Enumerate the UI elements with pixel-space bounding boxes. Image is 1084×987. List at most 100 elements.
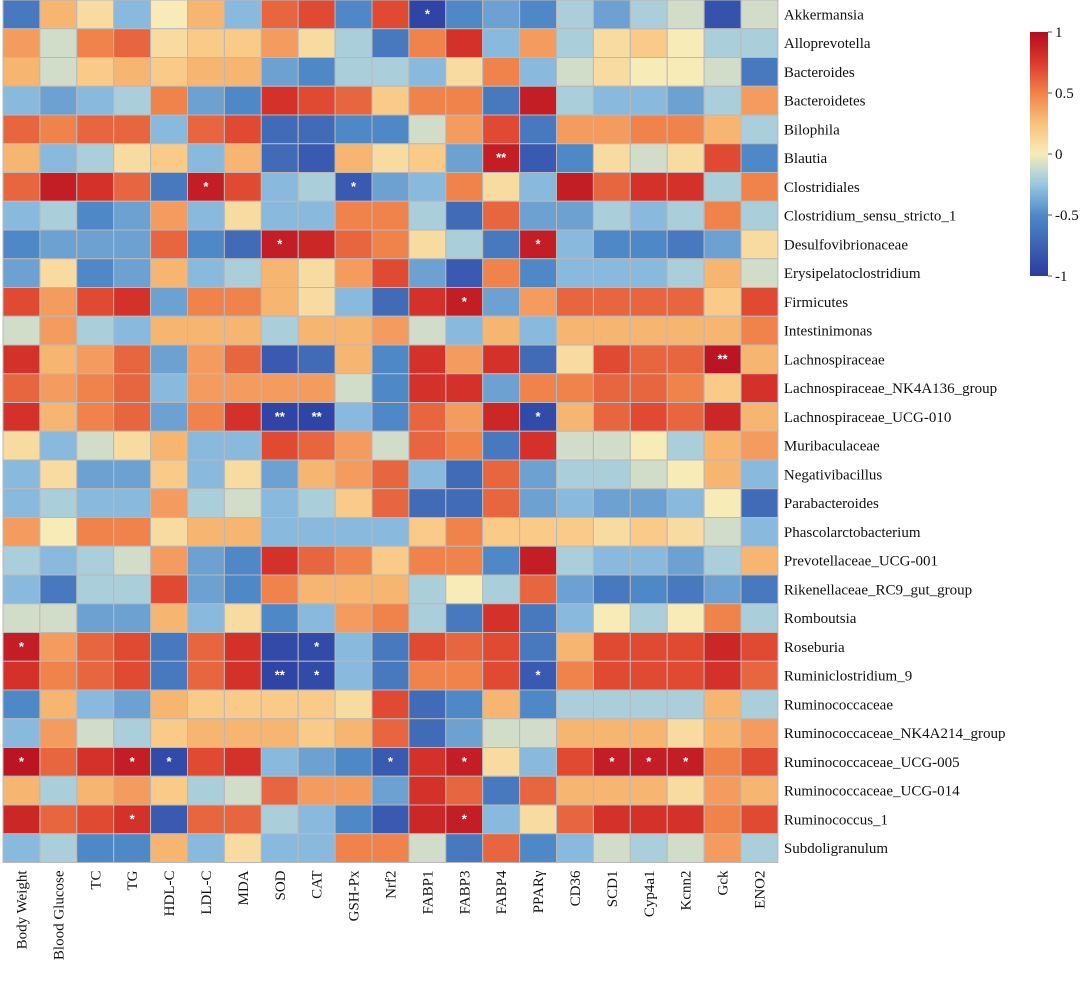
heatmap-cell xyxy=(2,804,41,835)
heatmap-cell xyxy=(187,718,225,748)
heatmap-cell xyxy=(113,718,152,748)
row-label: Ruminococcus_1 xyxy=(784,812,888,828)
heatmap-cell xyxy=(297,632,336,662)
significance-marker: ** xyxy=(275,409,286,424)
significance-marker: * xyxy=(19,639,25,654)
heatmap-cell xyxy=(150,517,189,547)
heatmap-cell xyxy=(334,430,373,461)
heatmap-cell xyxy=(556,517,594,547)
heatmap-cell xyxy=(556,172,594,202)
significance-marker: * xyxy=(425,6,431,21)
heatmap-cell xyxy=(2,632,41,662)
heatmap-cell xyxy=(113,258,152,288)
heatmap-cell xyxy=(260,344,299,375)
heatmap-cell xyxy=(556,603,594,633)
heatmap-cell xyxy=(39,57,78,87)
heatmap-cell xyxy=(334,57,373,87)
heatmap-cell xyxy=(334,775,373,806)
heatmap-cell xyxy=(297,747,336,777)
heatmap-cell xyxy=(187,315,225,346)
heatmap-cell xyxy=(408,574,447,605)
heatmap-cell xyxy=(187,373,225,403)
heatmap-cell xyxy=(445,287,484,317)
heatmap-cell xyxy=(113,0,152,30)
heatmap-cell xyxy=(666,0,705,30)
heatmap-cell xyxy=(76,747,115,777)
heatmap-cell xyxy=(666,603,705,633)
significance-marker: * xyxy=(462,754,468,769)
significance-marker: * xyxy=(351,179,357,194)
heatmap-cell xyxy=(223,603,262,633)
heatmap-cell xyxy=(519,775,557,806)
legend-tick-label: 1 xyxy=(1055,25,1063,41)
heatmap-cell xyxy=(187,603,225,633)
column-label: GSH-Px xyxy=(347,870,363,921)
heatmap-cell xyxy=(592,344,631,375)
row-label: Blautia xyxy=(784,151,828,167)
heatmap-cell xyxy=(39,315,78,346)
heatmap-cell xyxy=(334,28,373,58)
row-label: Clostridiales xyxy=(784,180,860,196)
heatmap-cell xyxy=(371,718,410,748)
row-label: Ruminococcaceae_NK4A214_group xyxy=(784,726,1006,742)
heatmap-cell xyxy=(297,315,336,346)
heatmap-cell xyxy=(39,804,78,835)
heatmap-cell xyxy=(260,632,299,662)
heatmap-cell xyxy=(445,200,484,231)
heatmap-cell xyxy=(187,0,225,30)
heatmap-cell xyxy=(703,200,742,231)
heatmap-cell xyxy=(703,373,742,403)
heatmap-cell xyxy=(629,574,668,605)
heatmap-cell xyxy=(740,747,779,777)
heatmap-cell xyxy=(334,344,373,375)
heatmap-cell xyxy=(334,660,373,691)
heatmap-cell xyxy=(482,402,521,432)
heatmap-cell xyxy=(740,315,779,346)
heatmap-cell xyxy=(482,804,521,835)
heatmap-cell xyxy=(556,85,594,116)
heatmap-cell xyxy=(629,833,668,863)
heatmap-cell xyxy=(740,775,779,806)
heatmap-cell xyxy=(113,430,152,461)
heatmap-cell xyxy=(76,200,115,231)
row-label: Ruminococcaceae xyxy=(784,697,893,713)
heatmap-cell xyxy=(666,315,705,346)
significance-marker: ** xyxy=(717,351,728,366)
heatmap-cell xyxy=(408,373,447,403)
heatmap-cell xyxy=(740,85,779,116)
heatmap-cell xyxy=(519,689,557,720)
heatmap-cell xyxy=(260,85,299,116)
heatmap-cell xyxy=(187,287,225,317)
heatmap-cell xyxy=(334,315,373,346)
heatmap-cell xyxy=(223,775,262,806)
heatmap-cell xyxy=(150,344,189,375)
heatmap-cell xyxy=(519,258,557,288)
heatmap-cell xyxy=(113,660,152,691)
heatmap-cell xyxy=(408,632,447,662)
heatmap-cell xyxy=(76,430,115,461)
heatmap-cell xyxy=(260,143,299,173)
heatmap-cell xyxy=(666,114,705,145)
heatmap-cell xyxy=(519,0,557,30)
heatmap-cell xyxy=(445,373,484,403)
heatmap-cell xyxy=(2,0,41,30)
heatmap-cell xyxy=(223,833,262,863)
heatmap-cell xyxy=(334,0,373,30)
heatmap-cell xyxy=(703,488,742,518)
heatmap-cell xyxy=(408,430,447,461)
heatmap-cell xyxy=(334,287,373,317)
heatmap-cell xyxy=(592,114,631,145)
heatmap-cell xyxy=(629,200,668,231)
heatmap-cell xyxy=(703,172,742,202)
heatmap-cell xyxy=(703,85,742,116)
heatmap-cell xyxy=(556,229,594,260)
heatmap-cell xyxy=(703,258,742,288)
row-label: Parabacteroides xyxy=(784,496,879,512)
heatmap-cell xyxy=(371,517,410,547)
heatmap-cell xyxy=(408,85,447,116)
heatmap-cell xyxy=(223,200,262,231)
heatmap-cell xyxy=(408,517,447,547)
heatmap-cell xyxy=(371,28,410,58)
heatmap-cell xyxy=(334,833,373,863)
heatmap-cell xyxy=(187,632,225,662)
